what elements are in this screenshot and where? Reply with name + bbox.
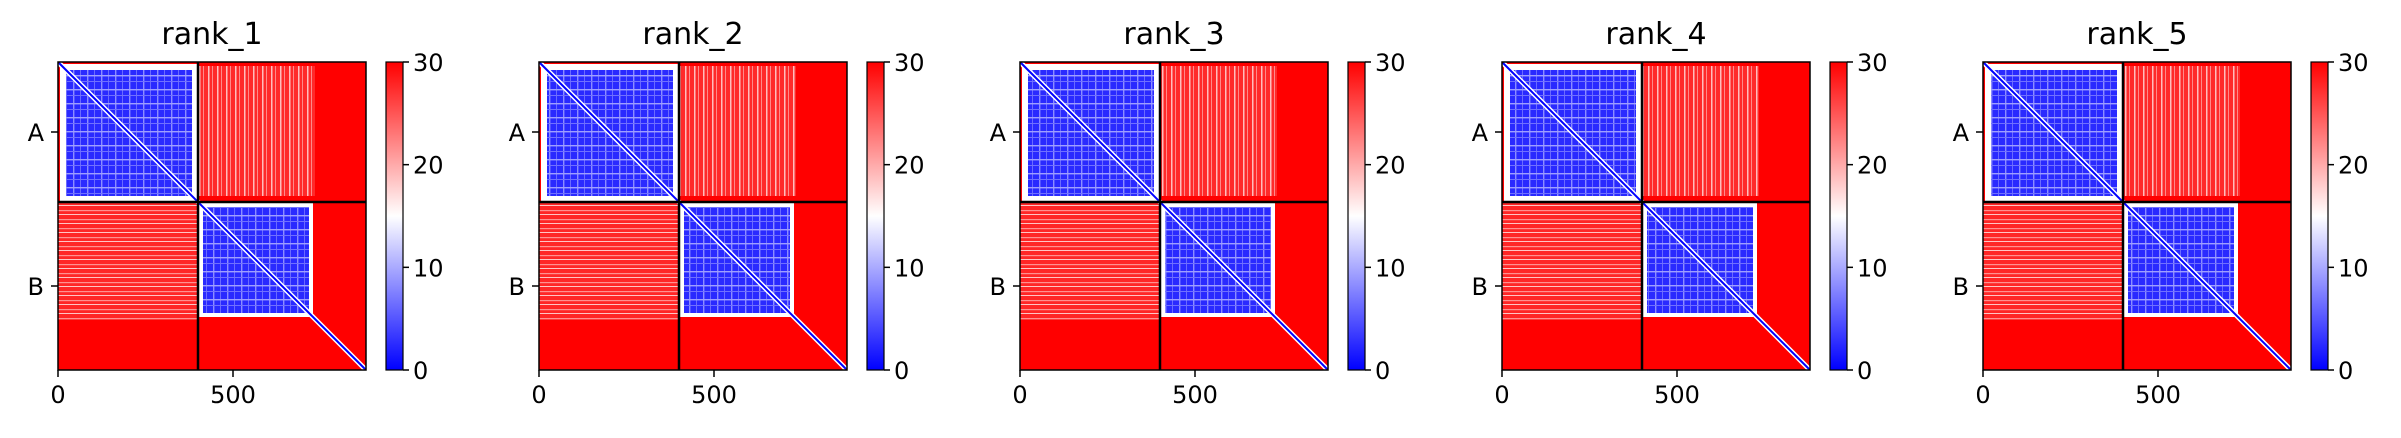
colorbar-tick-label: 0 [1375,357,1390,385]
offdiag-block-BA [1502,202,1642,320]
colorbar-tick-label: 20 [413,152,444,180]
panel-title: rank_1 [161,17,262,52]
colorbar [1347,61,1366,371]
x-tick-label: 0 [1494,381,1509,409]
colorbar-tick-label: 20 [1857,152,1888,180]
panel-1: rank_1 0 500 A B 0 10 20 30 [28,17,444,409]
colorbar-tick-label: 20 [2338,152,2369,180]
offdiag-block-AB [679,66,796,196]
colorbar-tick-label: 10 [2338,254,2369,282]
y-tick-label: B [1953,273,1969,301]
colorbar-tick-label: 0 [2338,357,2353,385]
y-tick-label: A [28,119,45,147]
axes-frame [57,61,367,371]
x-tick-label: 0 [1012,381,1027,409]
offdiag-block-AB [1160,66,1277,196]
y-tick-label: A [1953,119,1970,147]
colorbar [1829,61,1848,371]
colorbar-tick-label: 30 [413,49,444,77]
axes-frame [538,61,848,371]
panel-3: rank_3 0 500 A B 0 10 20 30 [990,17,1406,409]
panel-title: rank_3 [1123,17,1224,52]
diagonal [1020,62,1328,370]
diagonal [539,62,847,370]
axes-frame [1982,61,2292,371]
colorbar-tick-label: 20 [894,152,925,180]
x-tick-label: 500 [691,381,737,409]
y-tick-label: A [990,119,1007,147]
x-tick-label: 500 [1172,381,1218,409]
colorbar-tick-label: 30 [2338,49,2369,77]
colorbar-tick-label: 30 [894,49,925,77]
colorbar-tick-label: 10 [413,254,444,282]
diagonal [58,62,366,370]
x-tick-label: 0 [531,381,546,409]
y-tick-label: B [28,273,44,301]
offdiag-block-BA [1983,202,2123,320]
offdiag-block-AB [198,66,315,196]
diagonal [1983,62,2291,370]
axes-frame [1501,61,1811,371]
offdiag-block-BA [1020,202,1160,320]
y-tick-label: A [509,119,526,147]
colorbar-tick-label: 20 [1375,152,1406,180]
colorbar-tick-label: 30 [1857,49,1888,77]
x-tick-label: 500 [2135,381,2181,409]
y-tick-label: B [509,273,525,301]
offdiag-block-BA [539,202,679,320]
colorbar-tick-label: 10 [894,254,925,282]
y-tick-label: B [990,273,1006,301]
colorbar [2310,61,2329,371]
offdiag-block-AB [2123,66,2240,196]
y-tick-label: A [1472,119,1489,147]
x-tick-label: 500 [1654,381,1700,409]
panel-title: rank_5 [2086,17,2187,52]
colorbar-tick-label: 0 [894,357,909,385]
colorbar [866,61,885,371]
panel-title: rank_4 [1605,17,1706,52]
y-tick-label: B [1472,273,1488,301]
diagonal [1502,62,1810,370]
colorbar-tick-label: 30 [1375,49,1406,77]
colorbar-tick-label: 0 [1857,357,1872,385]
panel-title: rank_2 [642,17,743,52]
x-tick-label: 0 [50,381,65,409]
offdiag-block-BA [58,202,198,320]
panel-5: rank_5 0 500 A B 0 10 20 30 [1953,17,2369,409]
panel-4: rank_4 0 500 A B 0 10 20 30 [1472,17,1888,409]
colorbar-tick-label: 0 [413,357,428,385]
colorbar [385,61,404,371]
colorbar-tick-label: 10 [1857,254,1888,282]
colorbar-tick-label: 10 [1375,254,1406,282]
panel-2: rank_2 0 500 A B 0 10 20 30 [509,17,925,409]
x-tick-label: 0 [1975,381,1990,409]
axes-frame [1019,61,1329,371]
x-tick-label: 500 [210,381,256,409]
offdiag-block-AB [1642,66,1759,196]
